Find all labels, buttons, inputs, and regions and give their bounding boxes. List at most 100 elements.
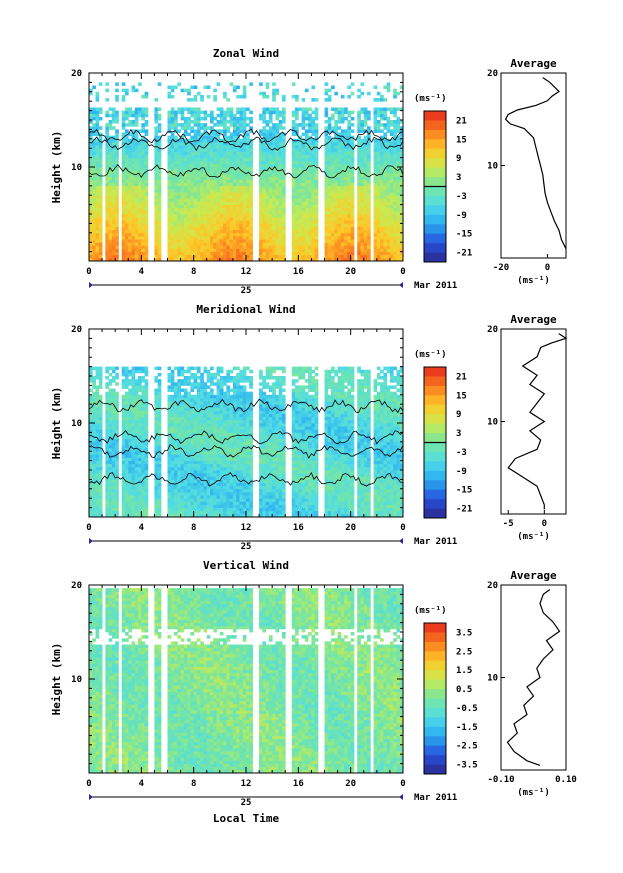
heatmap-cell [393,235,397,240]
heatmap-cell [383,248,388,252]
heatmap-cell [259,192,263,196]
heatmap-cell [239,116,244,121]
heatmap-cell [206,204,211,209]
heatmap-cell [92,466,96,471]
heatmap-cell [89,170,93,174]
heatmap-cell [141,488,145,493]
heatmap-cell [216,257,221,262]
heatmap-cell [105,223,110,227]
heatmap-cell [105,214,110,218]
heatmap-cell [124,369,129,374]
heatmap-cell [236,192,240,196]
heatmap-cell [350,195,355,199]
heatmap-cell [95,120,100,124]
heatmap-cell [95,498,100,502]
heatmap-cell [98,179,103,184]
heatmap-cell [213,138,217,143]
heatmap-cell [92,151,96,155]
heatmap-cell [301,182,306,187]
heatmap-cell [92,485,96,490]
heatmap-cell [200,254,204,259]
heatmap-cell [242,91,247,96]
heatmap-cell [242,160,247,165]
heatmap-cell [236,195,240,199]
heatmap-cell [383,148,388,152]
heatmap-cell [265,245,270,249]
heatmap-cell [393,113,397,118]
heatmap-cell [275,176,280,180]
heatmap-cell [124,195,129,199]
heatmap-cell [308,217,312,221]
heatmap-cell [324,229,329,234]
tick-marks [88,72,404,262]
heatmap-cell [131,376,136,380]
heatmap-cell [301,179,306,184]
heatmap-cell [98,82,103,86]
heatmap-cell [121,217,126,221]
heatmap-cell [111,223,116,227]
heatmap-cell [144,394,149,399]
heatmap-cell [167,426,172,430]
heatmap-cell [278,154,283,158]
heatmap-cell [177,110,181,115]
heatmap-cell [331,116,335,121]
heatmap-cell [111,495,116,499]
heatmap-cell [177,188,181,193]
heatmap-cell [268,113,273,118]
heatmap-cell [92,110,96,115]
heatmap-cell [121,116,126,121]
heatmap-cell [180,170,185,174]
heatmap-cell [347,217,352,221]
heatmap-cell [128,223,132,227]
heatmap-cell [98,107,103,111]
heatmap-cell [219,185,224,190]
heatmap-cell [242,245,247,249]
heatmap-cell [363,151,368,155]
heatmap-cell [144,132,149,137]
heatmap-cell [363,120,368,124]
heatmap-cell [206,254,211,259]
heatmap-cell [98,454,103,458]
heatmap-cell [308,160,312,165]
heatmap-cell [272,201,276,205]
heatmap-cell [115,179,119,184]
heatmap-cell [229,148,234,152]
heatmap-cell [268,239,273,243]
heatmap-cell [213,232,217,237]
heatmap-cell [236,151,240,155]
heatmap-cell [249,201,253,205]
heatmap-cell [210,126,214,130]
heatmap-cell [124,248,129,252]
heatmap-cell [376,257,381,262]
heatmap-cell [128,485,132,490]
heatmap-cell [111,441,116,446]
heatmap-cell [144,498,149,502]
x-tick-label: 0 [400,267,405,277]
heatmap-cell [95,482,100,487]
heatmap-cell [363,254,368,259]
heatmap-cell [223,201,227,205]
heatmap-cell [92,232,96,237]
heatmap-cell [89,495,93,499]
heatmap-cell [340,107,345,111]
heatmap-cell [226,232,231,237]
heatmap-cell [219,198,224,202]
heatmap-cell [210,192,214,196]
heatmap-cell [347,126,352,130]
heatmap-cell [304,157,309,162]
heatmap-cell [281,141,286,146]
heatmap-cell [105,457,110,461]
heatmap-cell [111,163,116,168]
heatmap-cell [363,145,368,149]
heatmap-cell [131,419,136,424]
heatmap-cell [144,251,149,256]
heatmap-cell [134,248,139,252]
heatmap-cell [121,410,126,414]
heatmap-cell [128,138,132,143]
heatmap-cell [239,257,244,262]
heatmap-cell [357,129,361,133]
heatmap-cell [242,251,247,256]
heatmap-cell [380,248,384,252]
heatmap-cell [170,379,175,383]
heatmap-cell [298,138,302,143]
